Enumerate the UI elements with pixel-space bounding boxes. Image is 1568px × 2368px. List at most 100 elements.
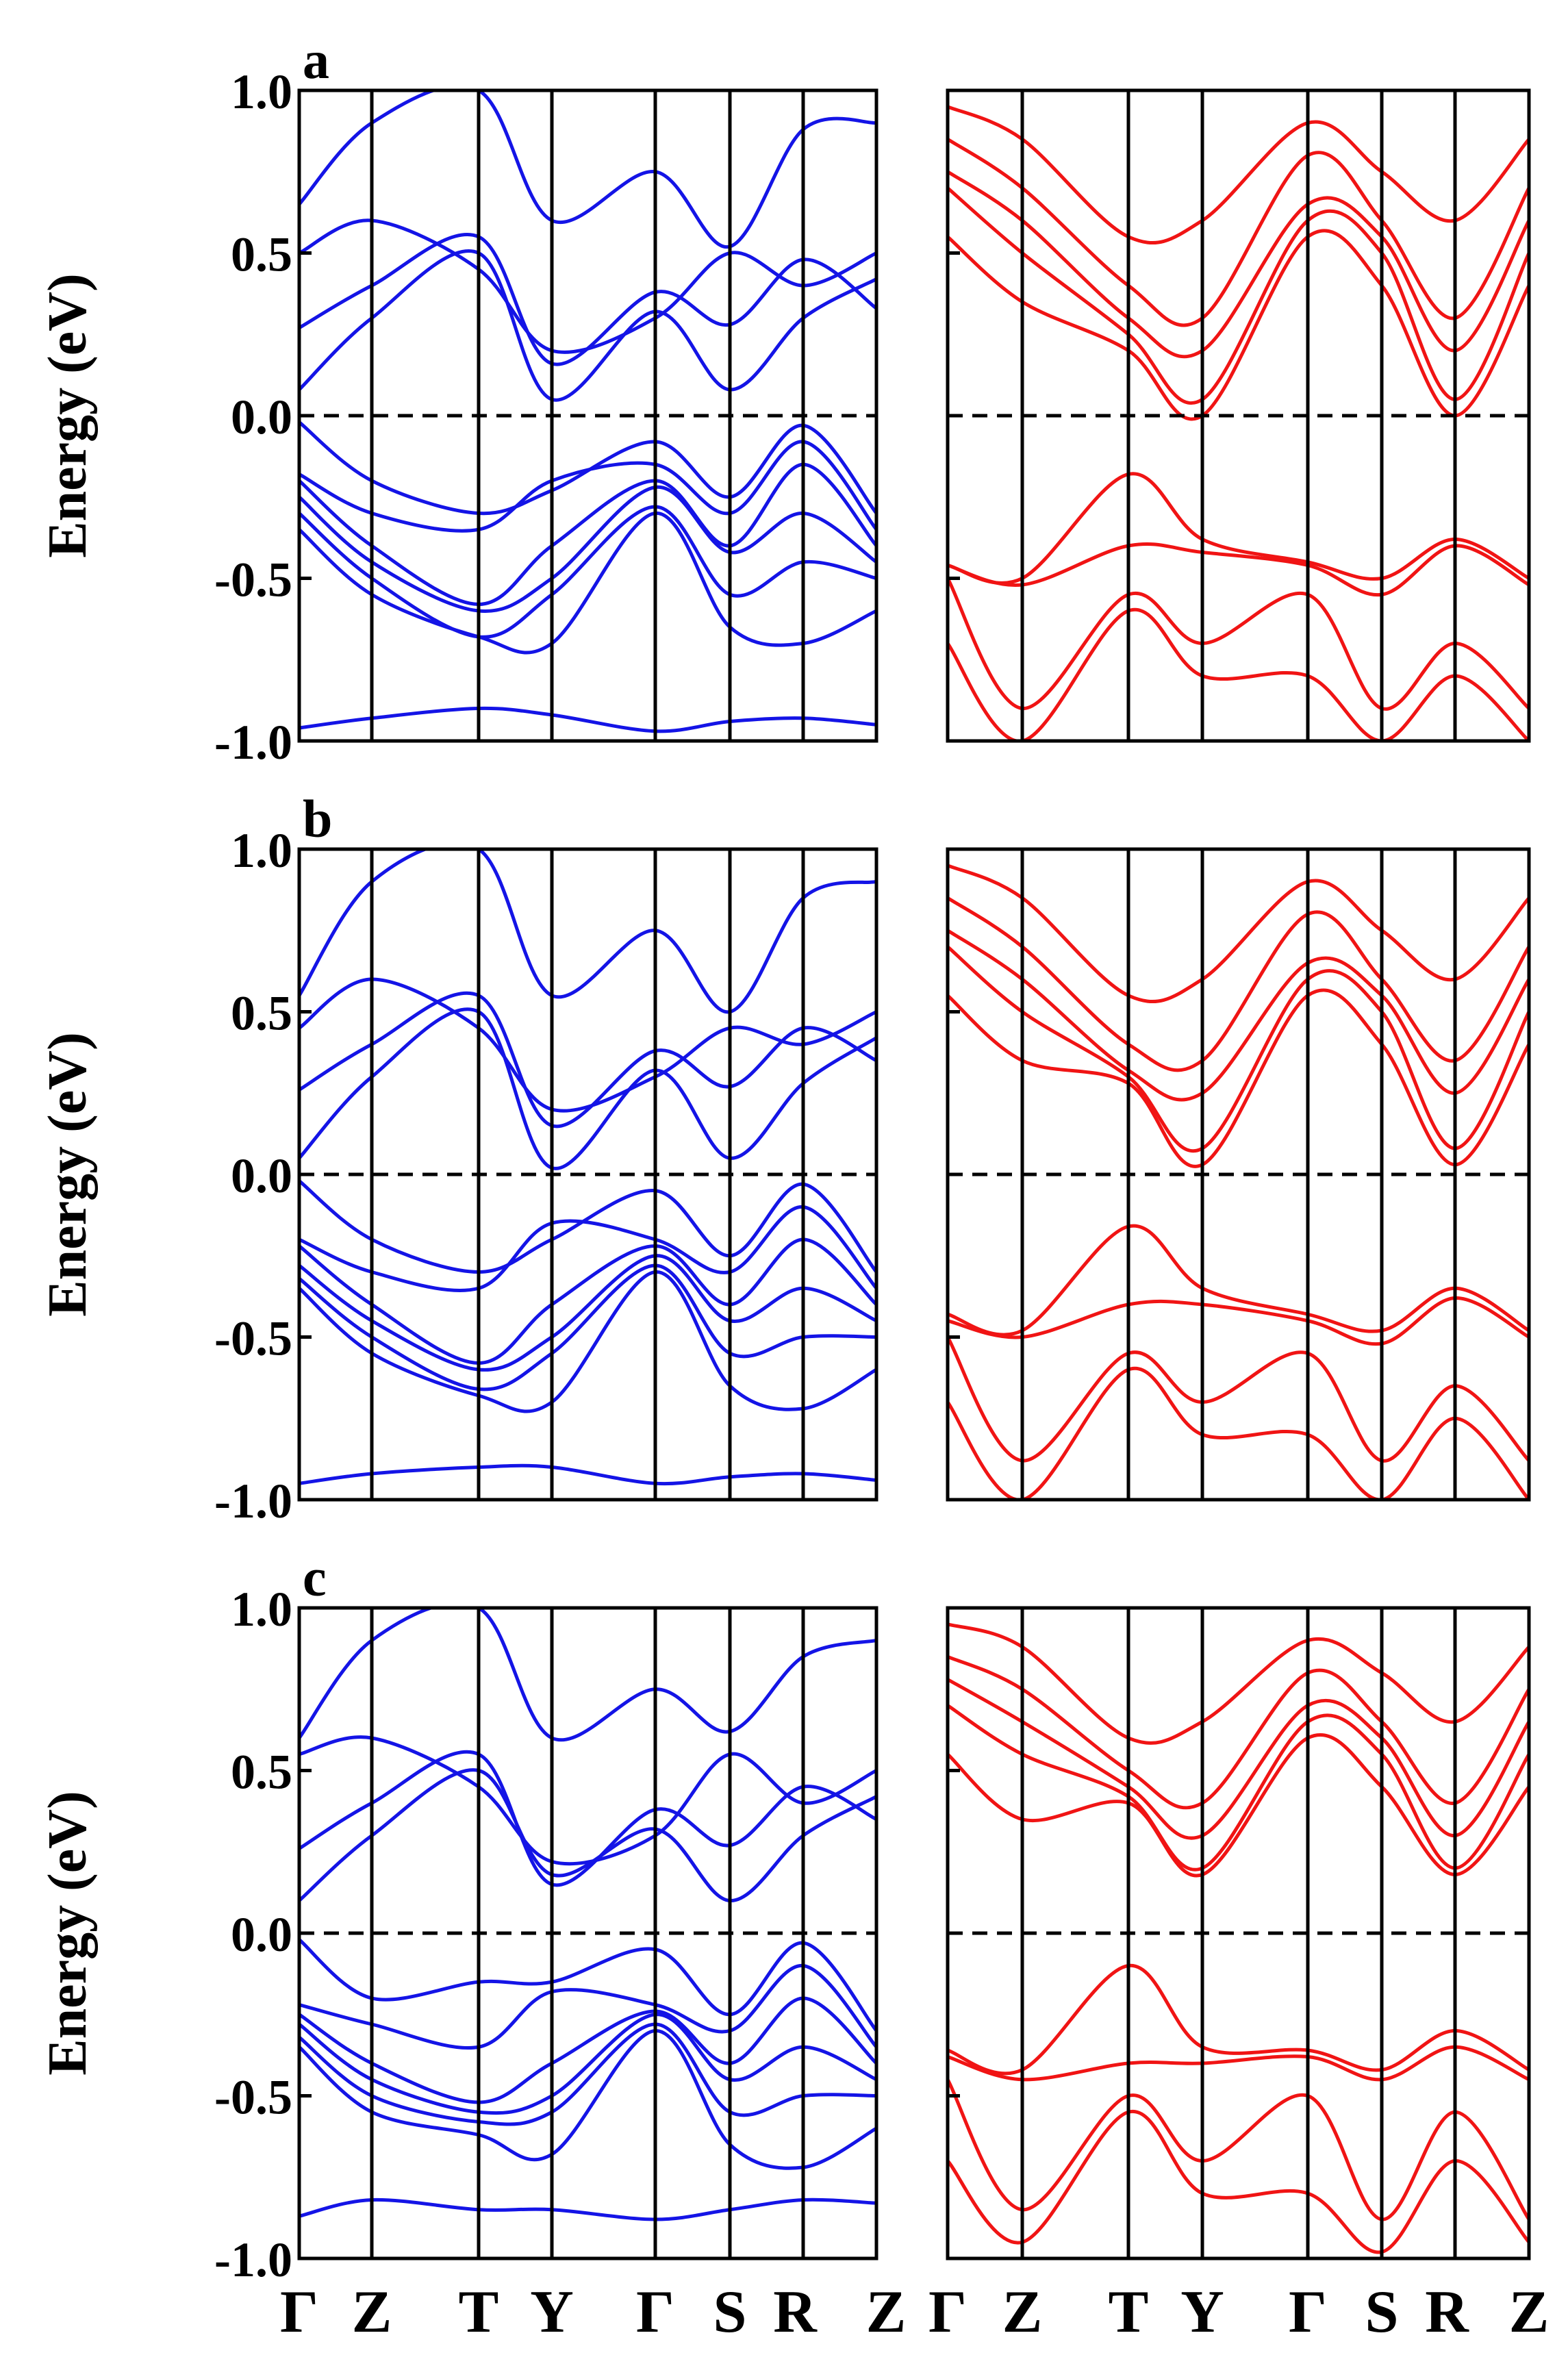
band-v1 [948,1224,1529,1337]
band-d1 [299,2197,876,2221]
band-c3 [299,977,876,1113]
band-c5 [948,929,1529,1102]
band-v3 [948,577,1529,711]
y-axis-label: Energy (eV) [38,273,98,557]
panel-a-left: 1.0 0.5 0.0 -0.5 -1.0 a Energy (eV) [38,30,878,770]
panel-label: b [303,789,332,848]
y-tick-label: -0.5 [214,1311,292,1366]
k-point-label: Γ [280,2279,318,2345]
y-tick-label: -0.5 [214,553,292,607]
panel-label: c [303,1548,327,1607]
band-c4 [948,1622,1529,1745]
band-v5 [299,505,876,639]
k-point-label: Z [866,2279,907,2345]
band-c1 [299,1750,876,1887]
k-point-label: R [773,2279,818,2345]
band-c3 [948,896,1529,1072]
band-v4 [299,2013,876,2115]
band-c2 [299,1007,876,1170]
k-point-label: T [459,2279,499,2345]
band-v3 [299,462,876,606]
y-tick-label: 0.5 [231,986,292,1041]
panel-b-right [946,847,1531,1502]
y-tick-label: 0.0 [231,1148,292,1203]
band-v2 [299,1205,876,1292]
k-point-label: Z [1002,2279,1043,2345]
band-c2 [299,249,876,402]
band-c2 [948,945,1529,1153]
band-v4 [948,607,1529,741]
panel-label: a [303,30,329,90]
band-c4 [948,105,1529,245]
band-c4 [299,1608,876,1742]
band-c3 [948,1654,1529,1810]
band-c1 [948,1733,1529,1878]
y-tick-label: 1.0 [231,64,292,119]
band-c1 [299,233,876,366]
band-v2 [299,440,876,533]
k-point-label: T [1109,2279,1149,2345]
k-point-label: Y [1180,2279,1224,2345]
k-point-label: Z [1509,2279,1550,2345]
y-tick-label: 1.0 [231,1582,292,1637]
band-d1 [299,1463,876,1486]
y-tick-label: -0.5 [214,2070,292,2125]
y-tick-label: -1.0 [214,715,292,770]
y-tick-label: -1.0 [214,2232,292,2287]
band-v2 [948,2045,1529,2082]
k-point-label: Z [352,2279,392,2345]
k-point-label: Γ [1289,2279,1327,2345]
band-v1 [948,1963,1529,2076]
band-v4 [299,1254,876,1372]
band-v3 [948,2078,1529,2221]
y-tick-label: -1.0 [214,1474,292,1528]
band-v5 [299,2022,876,2126]
band-v2 [948,542,1529,597]
band-d1 [299,706,876,733]
y-tick-label: 0.0 [231,390,292,444]
band-c2 [299,1768,876,1903]
band-v1 [948,472,1529,585]
band-c3 [299,218,876,354]
band-v1 [299,1179,876,1274]
band-v5 [299,1263,876,1391]
band-v1 [299,1938,876,2032]
k-point-label: S [713,2279,747,2345]
band-v2 [299,1963,876,2050]
band-v2 [948,1296,1529,1346]
band-c2 [948,1704,1529,1872]
band-v3 [948,1336,1529,1463]
k-point-label: Γ [636,2279,674,2345]
y-tick-label: 0.5 [231,227,292,282]
band-c4 [948,864,1529,1004]
band-v6 [299,1270,876,1413]
k-point-label: Γ [928,2279,967,2345]
band-v6 [299,511,876,655]
y-tick-label: 0.5 [231,1745,292,1800]
band-c4 [299,90,876,249]
band-c1 [299,991,876,1129]
band-v4 [299,485,876,613]
panel-b-left: 1.0 0.5 0.0 -0.5 -1.0 b Energy (eV) [38,789,878,1528]
band-v3 [299,1237,876,1365]
band-v1 [299,420,876,516]
y-tick-label: 1.0 [231,823,292,878]
k-point-label: Y [530,2279,574,2345]
band-c3 [948,138,1529,327]
band-c3 [299,1735,876,1866]
panel-a-right [946,88,1531,743]
band-v3 [299,1996,876,2104]
band-c1 [948,988,1529,1168]
band-v6 [299,2028,876,2170]
k-point-label: S [1365,2279,1399,2345]
band-v4 [948,1366,1529,1500]
y-tick-label: 0.0 [231,1907,292,1962]
y-axis-label: Energy (eV) [38,1032,98,1316]
k-point-label: R [1425,2279,1469,2345]
band-c5 [948,1678,1529,1840]
band-v4 [948,2109,1529,2254]
y-axis-label: Energy (eV) [38,1791,98,2075]
